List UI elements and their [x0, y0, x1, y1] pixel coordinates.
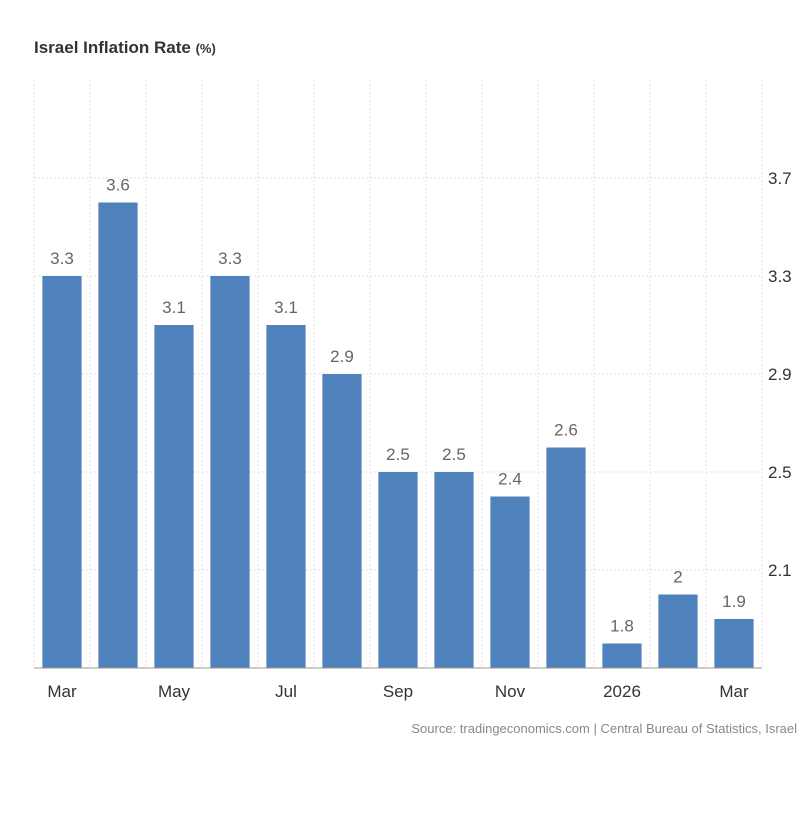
chart-title-text: Israel Inflation Rate — [34, 38, 191, 57]
x-tick-label: 2026 — [603, 682, 641, 701]
bar — [98, 202, 138, 668]
y-tick-label: 2.9 — [768, 365, 792, 384]
bar — [490, 496, 530, 668]
y-tick-label: 3.7 — [768, 169, 792, 188]
bar — [658, 594, 698, 668]
bar-layer — [42, 202, 754, 668]
x-tick-label: Mar — [47, 682, 77, 701]
bar — [434, 472, 474, 668]
y-tick-label: 2.5 — [768, 463, 792, 482]
bar — [266, 325, 306, 668]
x-tick-label: May — [158, 682, 191, 701]
bar — [546, 447, 586, 668]
axis-layer: 2.1 2.5 2.9 3.3 3.7 Mar May Jul Sep Nov 2026 Mar — [34, 169, 792, 701]
x-tick-label: Sep — [383, 682, 413, 701]
data-label: 3.1 — [274, 298, 298, 317]
data-label: 2.5 — [386, 445, 410, 464]
bar — [42, 276, 82, 668]
data-label: 1.9 — [722, 592, 746, 611]
data-label: 2 — [673, 568, 682, 587]
data-label: 2.5 — [442, 445, 466, 464]
data-label: 2.9 — [330, 347, 354, 366]
data-label: 3.6 — [106, 176, 130, 195]
chart-title: Israel Inflation Rate (%) — [34, 38, 216, 58]
data-label: 1.8 — [610, 617, 634, 636]
x-tick-label: Mar — [719, 682, 749, 701]
bar — [602, 643, 642, 668]
y-tick-label: 3.3 — [768, 267, 792, 286]
data-label: 3.3 — [50, 249, 74, 268]
source-note: Source: tradingeconomics.com | Central B… — [411, 721, 797, 736]
data-label: 3.1 — [162, 298, 186, 317]
data-label: 2.6 — [554, 421, 578, 440]
data-label: 2.4 — [498, 470, 522, 489]
bar — [322, 374, 362, 668]
bar — [210, 276, 250, 668]
bar — [378, 472, 418, 668]
x-tick-label: Jul — [275, 682, 297, 701]
x-tick-label: Nov — [495, 682, 526, 701]
data-label-layer: 3.3 3.6 3.1 3.3 3.1 2.9 2.5 2.5 2.4 2.6 1.8 2 1.9 — [50, 176, 746, 636]
bar — [714, 619, 754, 668]
data-label: 3.3 — [218, 249, 242, 268]
chart-title-unit: (%) — [195, 41, 216, 56]
bar — [154, 325, 194, 668]
y-tick-label: 2.1 — [768, 561, 792, 580]
